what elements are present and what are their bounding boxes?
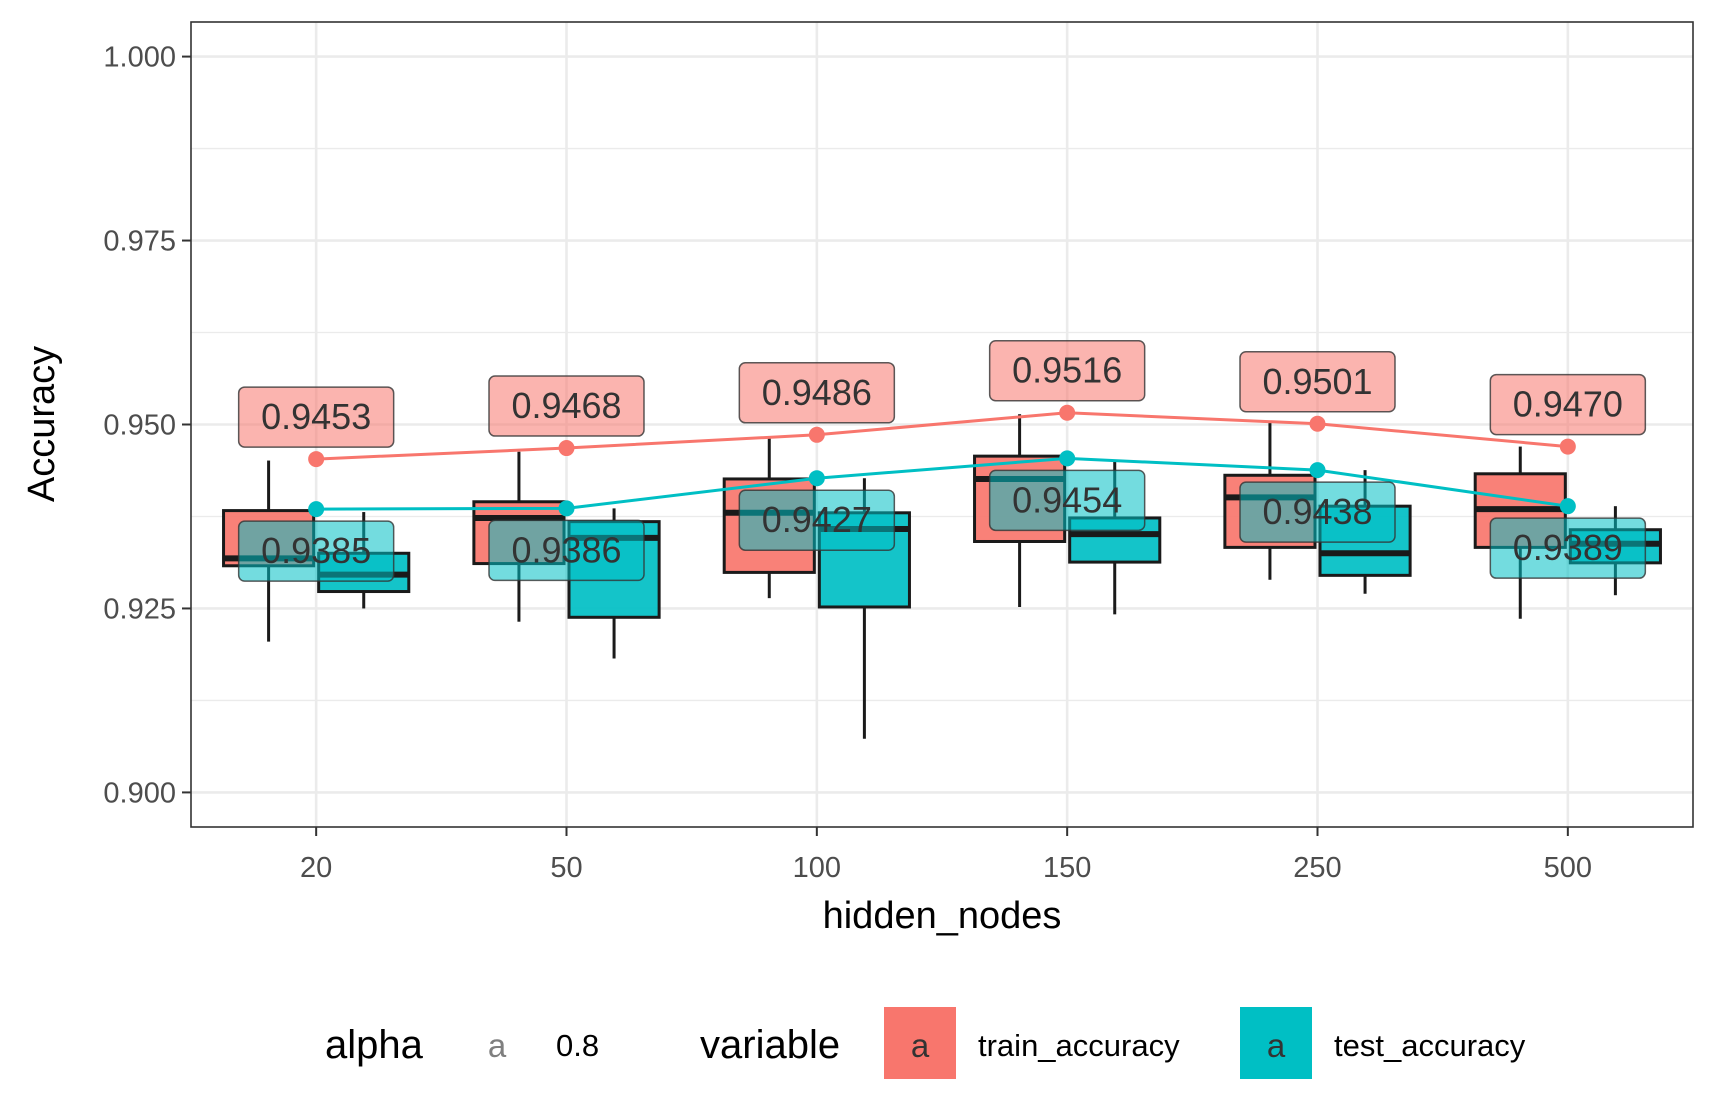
mean-point	[1309, 415, 1326, 432]
mean-label-train_accuracy-100: 0.9486	[738, 362, 896, 424]
mean-point	[308, 451, 325, 468]
mean-label-box	[988, 469, 1146, 532]
mean-line-test_accuracy	[316, 456, 1569, 511]
mean-label-text: 0.9427	[762, 499, 872, 540]
mean-label-box	[738, 489, 896, 551]
mean-label-text: 0.9453	[261, 396, 371, 437]
mean-label-box	[1489, 517, 1647, 579]
mean-point	[308, 501, 325, 518]
mean-labels: 0.9453 0.9468 0.9486 0.9516 0.9501 0.9470 0.93…	[237, 339, 1647, 582]
mean-label-text: 0.9454	[1012, 479, 1122, 520]
mean-label-text: 0.9389	[1513, 527, 1623, 568]
mean-label-box	[1489, 373, 1647, 436]
legend-label-train-accuracy: train_accuracy	[978, 1028, 1180, 1063]
mean-label-box	[237, 520, 395, 582]
y-tick-label: 0.900	[103, 777, 176, 809]
mean-label-box	[488, 375, 645, 437]
legend-key-glyph-test: a	[1267, 1027, 1286, 1064]
mean-label-train_accuracy-150: 0.9516	[988, 339, 1146, 402]
mean-line-train_accuracy	[316, 411, 1568, 461]
mean-point	[558, 440, 575, 457]
mean-label-box	[1239, 481, 1396, 543]
x-tick-label: 500	[1544, 852, 1592, 884]
x-tick-label: 250	[1293, 852, 1341, 884]
mean-label-box	[1239, 351, 1396, 413]
legend-label-test-accuracy: test_accuracy	[1334, 1028, 1526, 1063]
mean-lines	[308, 404, 1576, 518]
mean-label-train_accuracy-50: 0.9468	[488, 375, 645, 437]
mean-point	[1309, 462, 1326, 479]
mean-point	[1059, 450, 1076, 467]
mean-label-text: 0.9386	[511, 529, 621, 570]
x-tick-label: 100	[793, 852, 841, 884]
mean-label-box	[988, 339, 1146, 402]
mean-label-text: 0.9516	[1012, 350, 1122, 391]
y-tick-label: 0.950	[103, 410, 176, 442]
legend-key-test-accuracy	[1240, 1007, 1312, 1079]
mean-point	[1059, 404, 1076, 421]
legend-variable-title: variable	[700, 1023, 840, 1067]
mean-label-text: 0.9486	[762, 372, 872, 413]
x-axis-title: hidden_nodes	[823, 895, 1062, 937]
mean-point	[1559, 498, 1576, 515]
mean-label-test_accuracy-250: 0.9438	[1239, 481, 1396, 543]
mean-label-test_accuracy-20: 0.9385	[237, 520, 395, 582]
mean-point	[1559, 438, 1576, 455]
mean-point	[558, 500, 575, 517]
mean-label-text: 0.9385	[261, 530, 371, 571]
y-tick-label: 1.000	[103, 42, 176, 74]
mean-label-train_accuracy-250: 0.9501	[1239, 351, 1396, 413]
x-tick-label: 150	[1043, 852, 1091, 884]
mean-label-test_accuracy-150: 0.9454	[988, 469, 1146, 532]
mean-label-text: 0.9438	[1262, 491, 1372, 532]
mean-point	[808, 470, 825, 487]
mean-label-text: 0.9468	[511, 385, 621, 426]
mean-label-train_accuracy-20: 0.9453	[237, 386, 395, 448]
axes: 0.900 0.925 0.950 0.975 1.000 20 50 100 150 250 50…	[103, 42, 1592, 884]
mean-label-text: 0.9501	[1262, 361, 1372, 402]
mean-label-test_accuracy-500: 0.9389	[1489, 517, 1647, 579]
legend: alpha a 0.8 variable a train_accuracy a …	[325, 1007, 1526, 1079]
y-tick-label: 0.925	[103, 593, 176, 625]
legend-key-glyph-train: a	[911, 1027, 930, 1064]
mean-label-box	[237, 386, 395, 448]
y-axis-title: Accuracy	[21, 346, 63, 502]
mean-label-box	[738, 362, 896, 424]
legend-alpha-value: 0.8	[556, 1028, 599, 1063]
mean-label-train_accuracy-500: 0.9470	[1489, 373, 1647, 436]
mean-label-test_accuracy-100: 0.9427	[738, 489, 896, 551]
x-tick-label: 20	[300, 852, 332, 884]
y-tick-label: 0.975	[103, 226, 176, 258]
mean-label-test_accuracy-50: 0.9386	[488, 519, 645, 582]
legend-alpha-title: alpha	[325, 1023, 424, 1067]
mean-point	[808, 426, 825, 443]
legend-key-train-accuracy	[884, 1007, 956, 1079]
mean-label-text: 0.9470	[1513, 384, 1623, 425]
x-tick-label: 50	[550, 852, 582, 884]
legend-alpha-key: a	[488, 1027, 507, 1064]
mean-label-box	[488, 519, 645, 582]
